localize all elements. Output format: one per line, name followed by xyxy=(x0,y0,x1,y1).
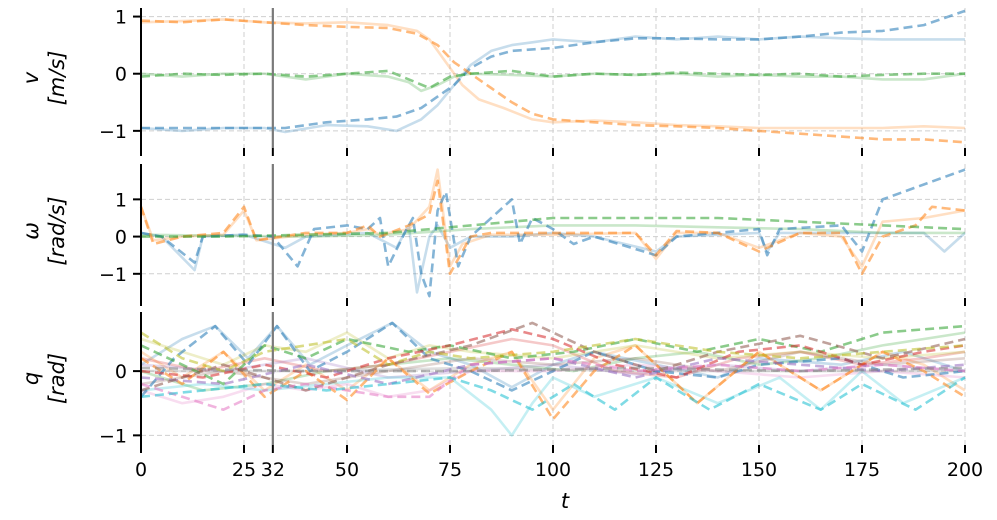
series-v-orange-solid xyxy=(140,18,966,130)
series-omega-blue-dashed xyxy=(140,168,966,298)
x-tick-label: 200 xyxy=(947,459,983,481)
series-q-green-dashed xyxy=(140,324,966,386)
x-axis: 0 25 32 50 75 100 125 150 175 200 t xyxy=(135,459,983,513)
series-q-pink-dashed xyxy=(140,357,966,411)
y-tick-label: 0 xyxy=(115,64,127,86)
y-axis-label-omega: ω xyxy=(19,222,43,240)
y-axis-unit-q: [rad] xyxy=(45,353,69,404)
series-omega-orange-dashed xyxy=(139,179,966,276)
x-tick-label: 32 xyxy=(261,459,285,481)
series-q-brown-solid xyxy=(140,350,966,386)
series-v-green-dashed xyxy=(140,69,965,90)
y-tick-label: −1 xyxy=(99,264,127,286)
series-q-red-solid xyxy=(140,337,966,379)
series-q-purple-solid xyxy=(140,357,966,379)
x-tick-label: 125 xyxy=(638,459,674,481)
series-q-gray-dashed xyxy=(140,366,966,373)
panels: 1 0 −1 v [m/s] 1 0 −1 ω [rad/s] 0 −1 q [rad] xyxy=(19,7,966,453)
series-q-olive-dashed xyxy=(140,331,966,373)
series-v-orange-dashed xyxy=(140,18,966,144)
series-v-green-solid xyxy=(140,72,966,93)
series-q-cyan-dashed xyxy=(140,376,966,411)
x-tick-label: 175 xyxy=(844,459,880,481)
x-tick-label: 75 xyxy=(438,459,462,481)
x-tick-label: 150 xyxy=(741,459,777,481)
y-tick-label: 1 xyxy=(115,7,127,29)
x-tick-label: 25 xyxy=(232,459,256,481)
y-axis-label-q: q xyxy=(19,372,43,385)
x-tick-label: 0 xyxy=(135,459,147,481)
series-omega-green-dashed xyxy=(141,216,966,238)
y-axis-unit-omega: [rad/s] xyxy=(45,196,69,265)
series-omega-blue-solid xyxy=(140,224,966,294)
y-tick-label: −1 xyxy=(99,425,127,447)
y-tick-label: 1 xyxy=(115,189,127,211)
y-axis-label-v: v xyxy=(19,71,43,84)
series-v-blue-dashed xyxy=(141,9,966,130)
series-q-pink-solid xyxy=(140,363,966,405)
series-q-orange-dashed xyxy=(140,344,966,421)
panel-omega: 1 0 −1 ω [rad/s] xyxy=(19,164,966,306)
y-axis-unit-v: [m/s] xyxy=(45,51,69,106)
x-tick-label: 50 xyxy=(335,459,359,481)
x-tick-label: 100 xyxy=(535,459,571,481)
series-q-olive-solid xyxy=(140,331,966,366)
y-tick-label: −1 xyxy=(99,121,127,143)
y-tick-label: 0 xyxy=(115,227,127,249)
panel-q: 0 −1 q [rad] xyxy=(19,312,966,453)
x-axis-label: t xyxy=(561,489,570,513)
panel-v: 1 0 −1 v [m/s] xyxy=(19,7,966,156)
y-tick-label: 0 xyxy=(115,361,127,383)
